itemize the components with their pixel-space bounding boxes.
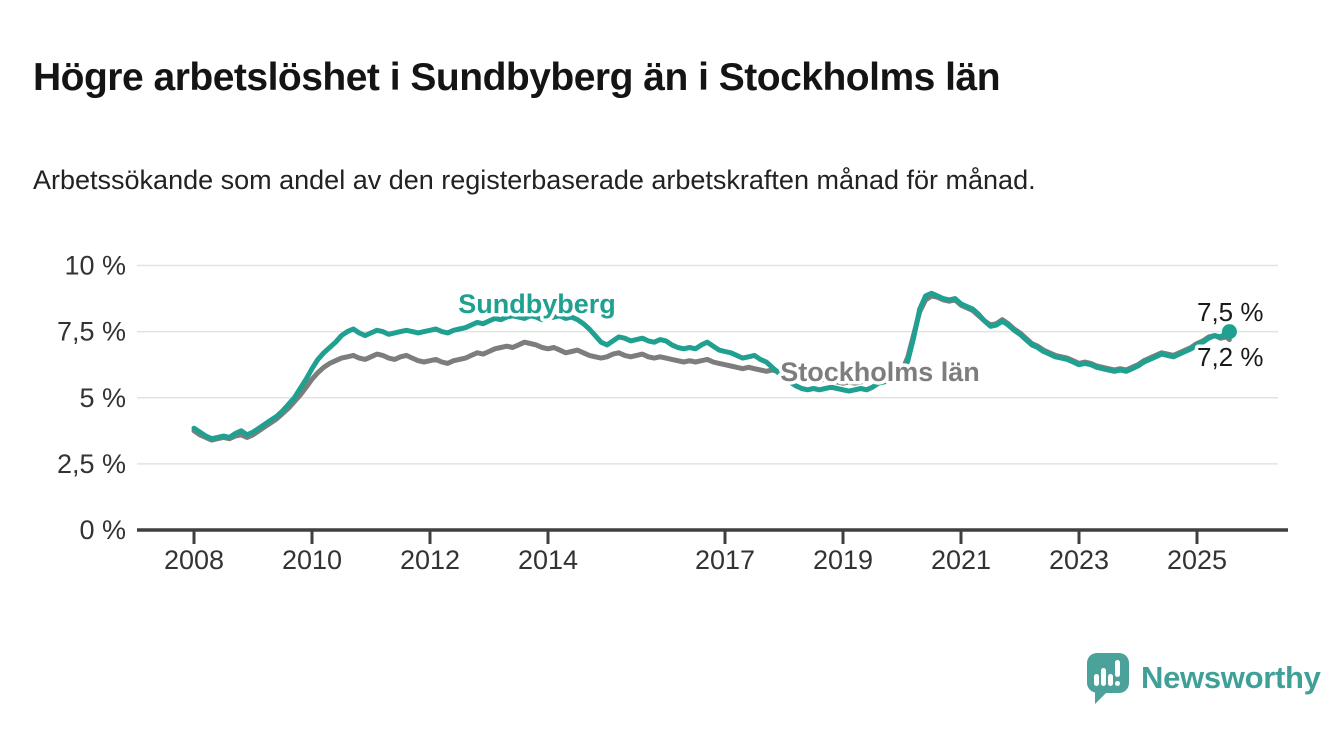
x-axis-label: 2019 [813,545,873,575]
gridlines [137,264,1278,465]
end-value-label-sundbyberg: 7,5 % [1197,297,1264,327]
x-axis-label: 2012 [400,545,460,575]
x-axis-label: 2017 [695,545,755,575]
y-axis-label: 2,5 % [57,449,126,479]
x-axis-label: 2021 [931,545,991,575]
y-axis-label: 5 % [79,383,126,413]
y-axis-label: 7,5 % [57,317,126,347]
x-axis-label: 2025 [1167,545,1227,575]
x-axis-label: 2014 [518,545,578,575]
series-line-stockholms-l-n [191,293,1232,443]
newsworthy-logo: Newsworthy [1086,652,1321,704]
bar-chart-glyph [1094,660,1120,686]
end-value-label-stockholms-l-n: 7,2 % [1197,342,1264,372]
series-label-sundbyberg: Sundbyberg [458,289,616,319]
series-label-stockholms-l-n: Stockholms län [780,357,980,387]
series-lines [191,290,1232,443]
newsworthy-logo-text: Newsworthy [1141,660,1321,695]
series-line-sundbyberg [191,290,1232,442]
y-axis-label: 10 % [64,251,126,281]
series-end-dot [1221,324,1237,340]
exclamation-bar [1115,660,1120,677]
axis-labels: 0 % 2,5 % 5 % 7,5 % 10 % 2008 2010 2012 2014 2017… [57,251,1227,576]
x-axis-label: 2008 [164,545,224,575]
exclamation-dot [1115,681,1120,686]
newsworthy-logo-icon [1087,653,1129,704]
chart-subtitle: Arbetssökande som andel av den registerb… [33,165,1036,195]
y-axis-label: 0 % [79,515,126,545]
series-annotations: Sundbyberg Stockholms län 7,5 % 7,2 % [455,286,1267,391]
page-title: Högre arbetslöshet i Sundbyberg än i Sto… [33,56,1001,100]
x-axis [137,528,1288,544]
x-axis-label: 2010 [282,545,342,575]
x-axis-label: 2023 [1049,545,1109,575]
